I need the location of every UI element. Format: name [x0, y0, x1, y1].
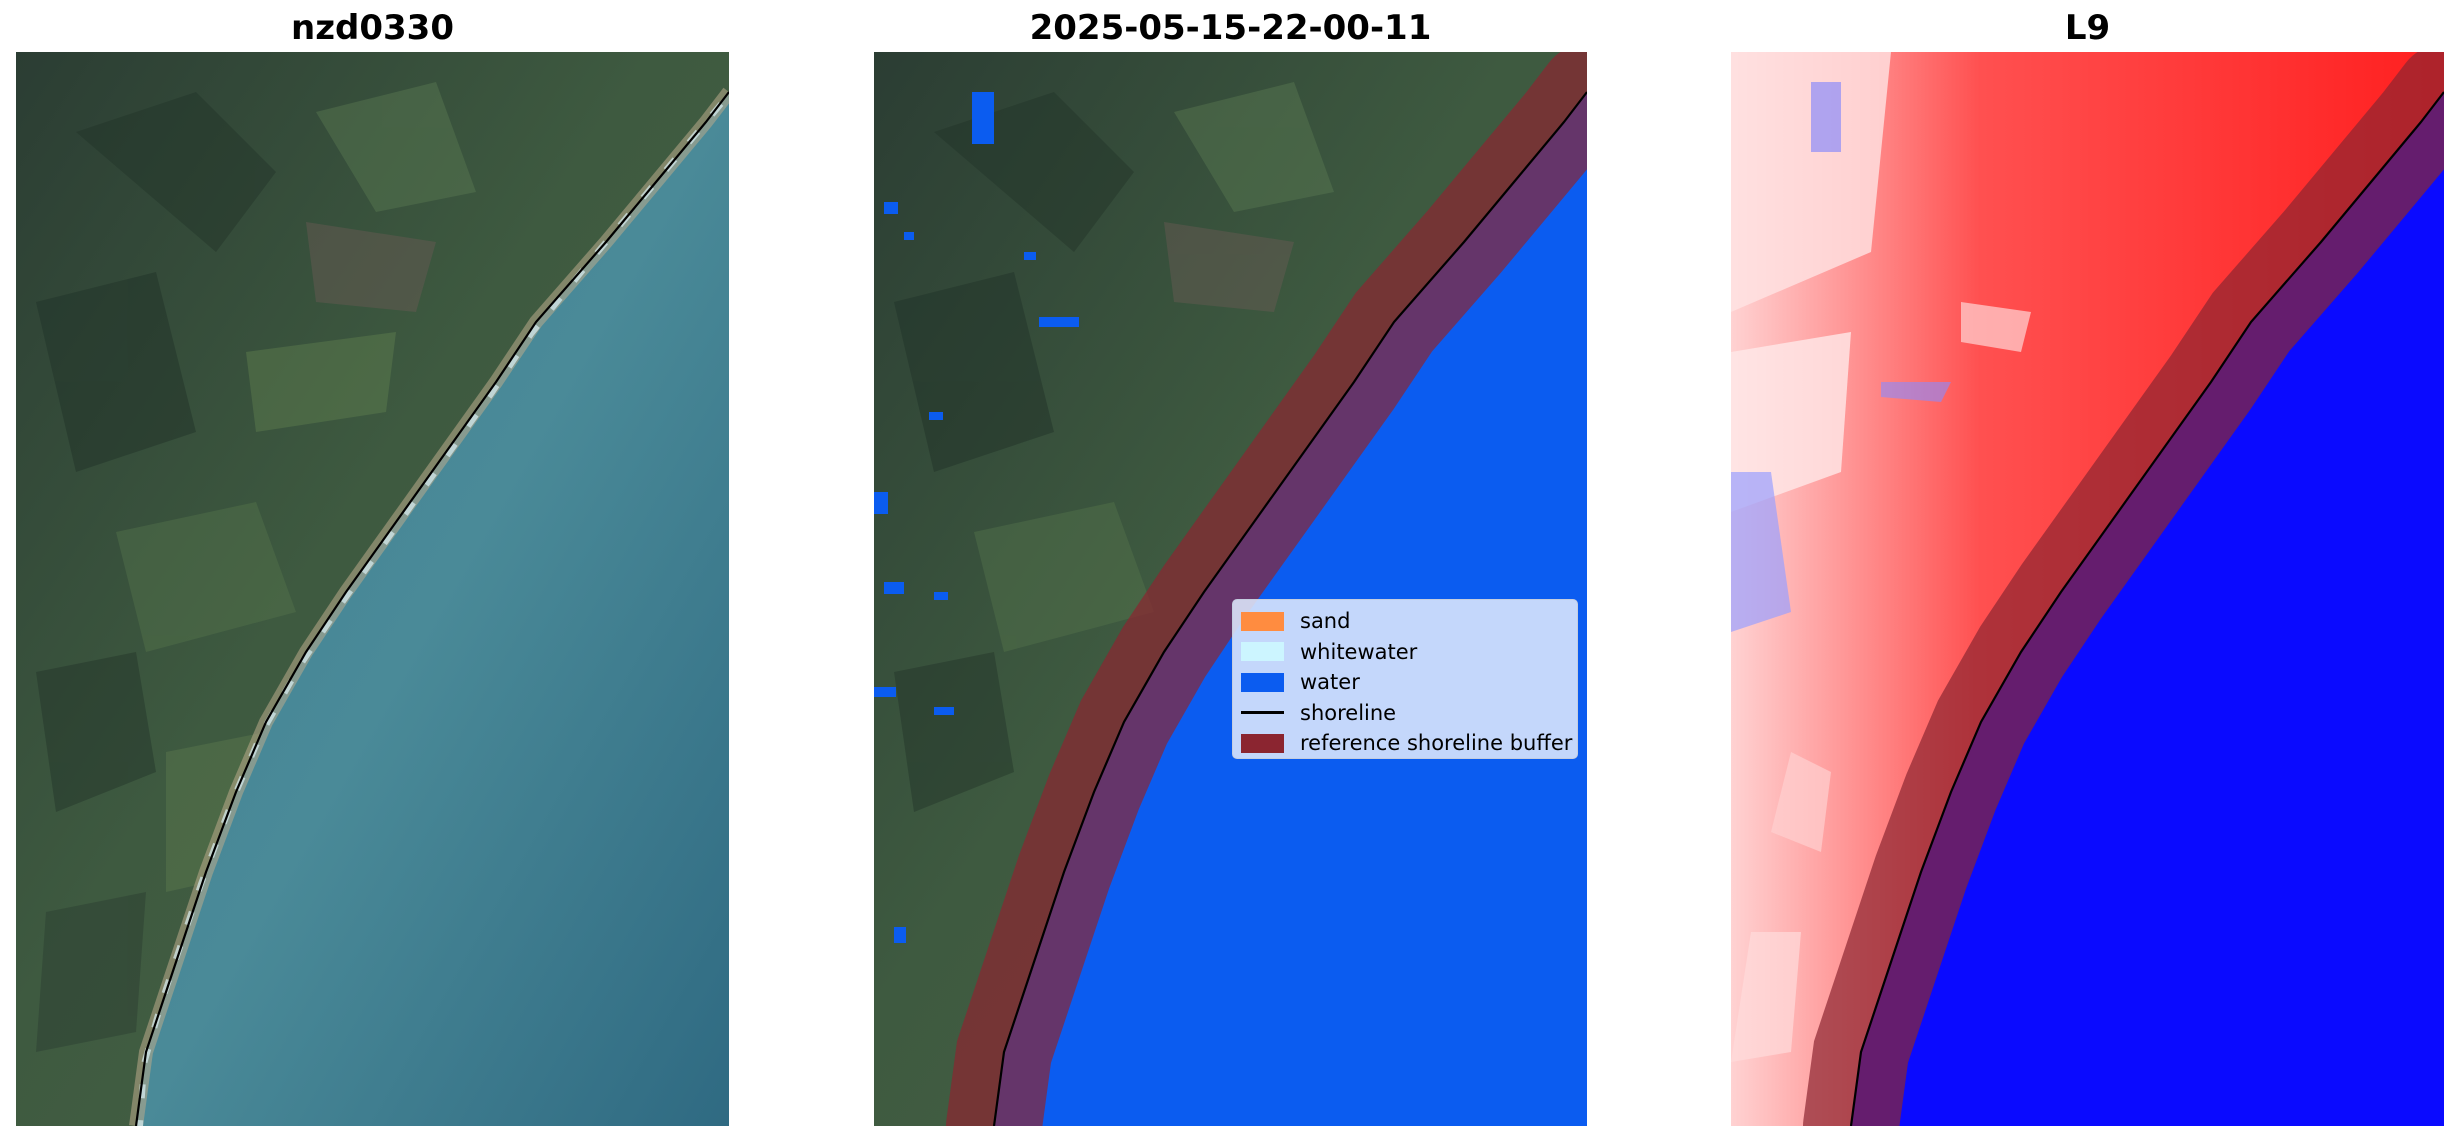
panel-title-rgb: nzd0330 [291, 8, 454, 48]
legend-label: water [1300, 670, 1360, 695]
sand-swatch [1241, 611, 1284, 631]
panel-title-index: L9 [2064, 8, 2111, 48]
index-image-panel [1731, 52, 2444, 1126]
legend-item-water: water [1241, 667, 1577, 698]
water-index [1851, 92, 2444, 1126]
shoreline [992, 91, 1587, 1126]
whitewater-swatch [1241, 642, 1284, 662]
classified-image [874, 52, 1587, 1126]
legend-label: sand [1300, 609, 1351, 634]
satellite-rgb-image [16, 52, 729, 1126]
rgb-image-panel [16, 52, 729, 1126]
shoreline-swatch [1241, 711, 1284, 715]
legend-item-shoreline: shoreline [1241, 698, 1577, 729]
classified-image-panel [874, 52, 1587, 1126]
legend: sand whitewater water shoreline referenc… [1232, 599, 1578, 759]
legend-item-whitewater: whitewater [1241, 637, 1577, 668]
sea-area [136, 92, 729, 1126]
index-texture [1731, 52, 2031, 1062]
water-index-image [1731, 52, 2444, 1126]
shoreline [1849, 91, 2444, 1126]
shoreline [134, 91, 729, 1126]
legend-label: whitewater [1300, 639, 1418, 664]
legend-label: reference shoreline buffer [1300, 731, 1573, 756]
legend-label: shoreline [1300, 700, 1397, 725]
legend-item-buffer: reference shoreline buffer [1241, 728, 1577, 759]
inland-water-patches [874, 92, 1079, 943]
legend-item-sand: sand [1241, 606, 1577, 637]
water-swatch [1241, 672, 1284, 692]
panel-title-classified: 2025-05-15-22-00-11 [1029, 8, 1432, 48]
buffer-swatch [1241, 733, 1284, 753]
